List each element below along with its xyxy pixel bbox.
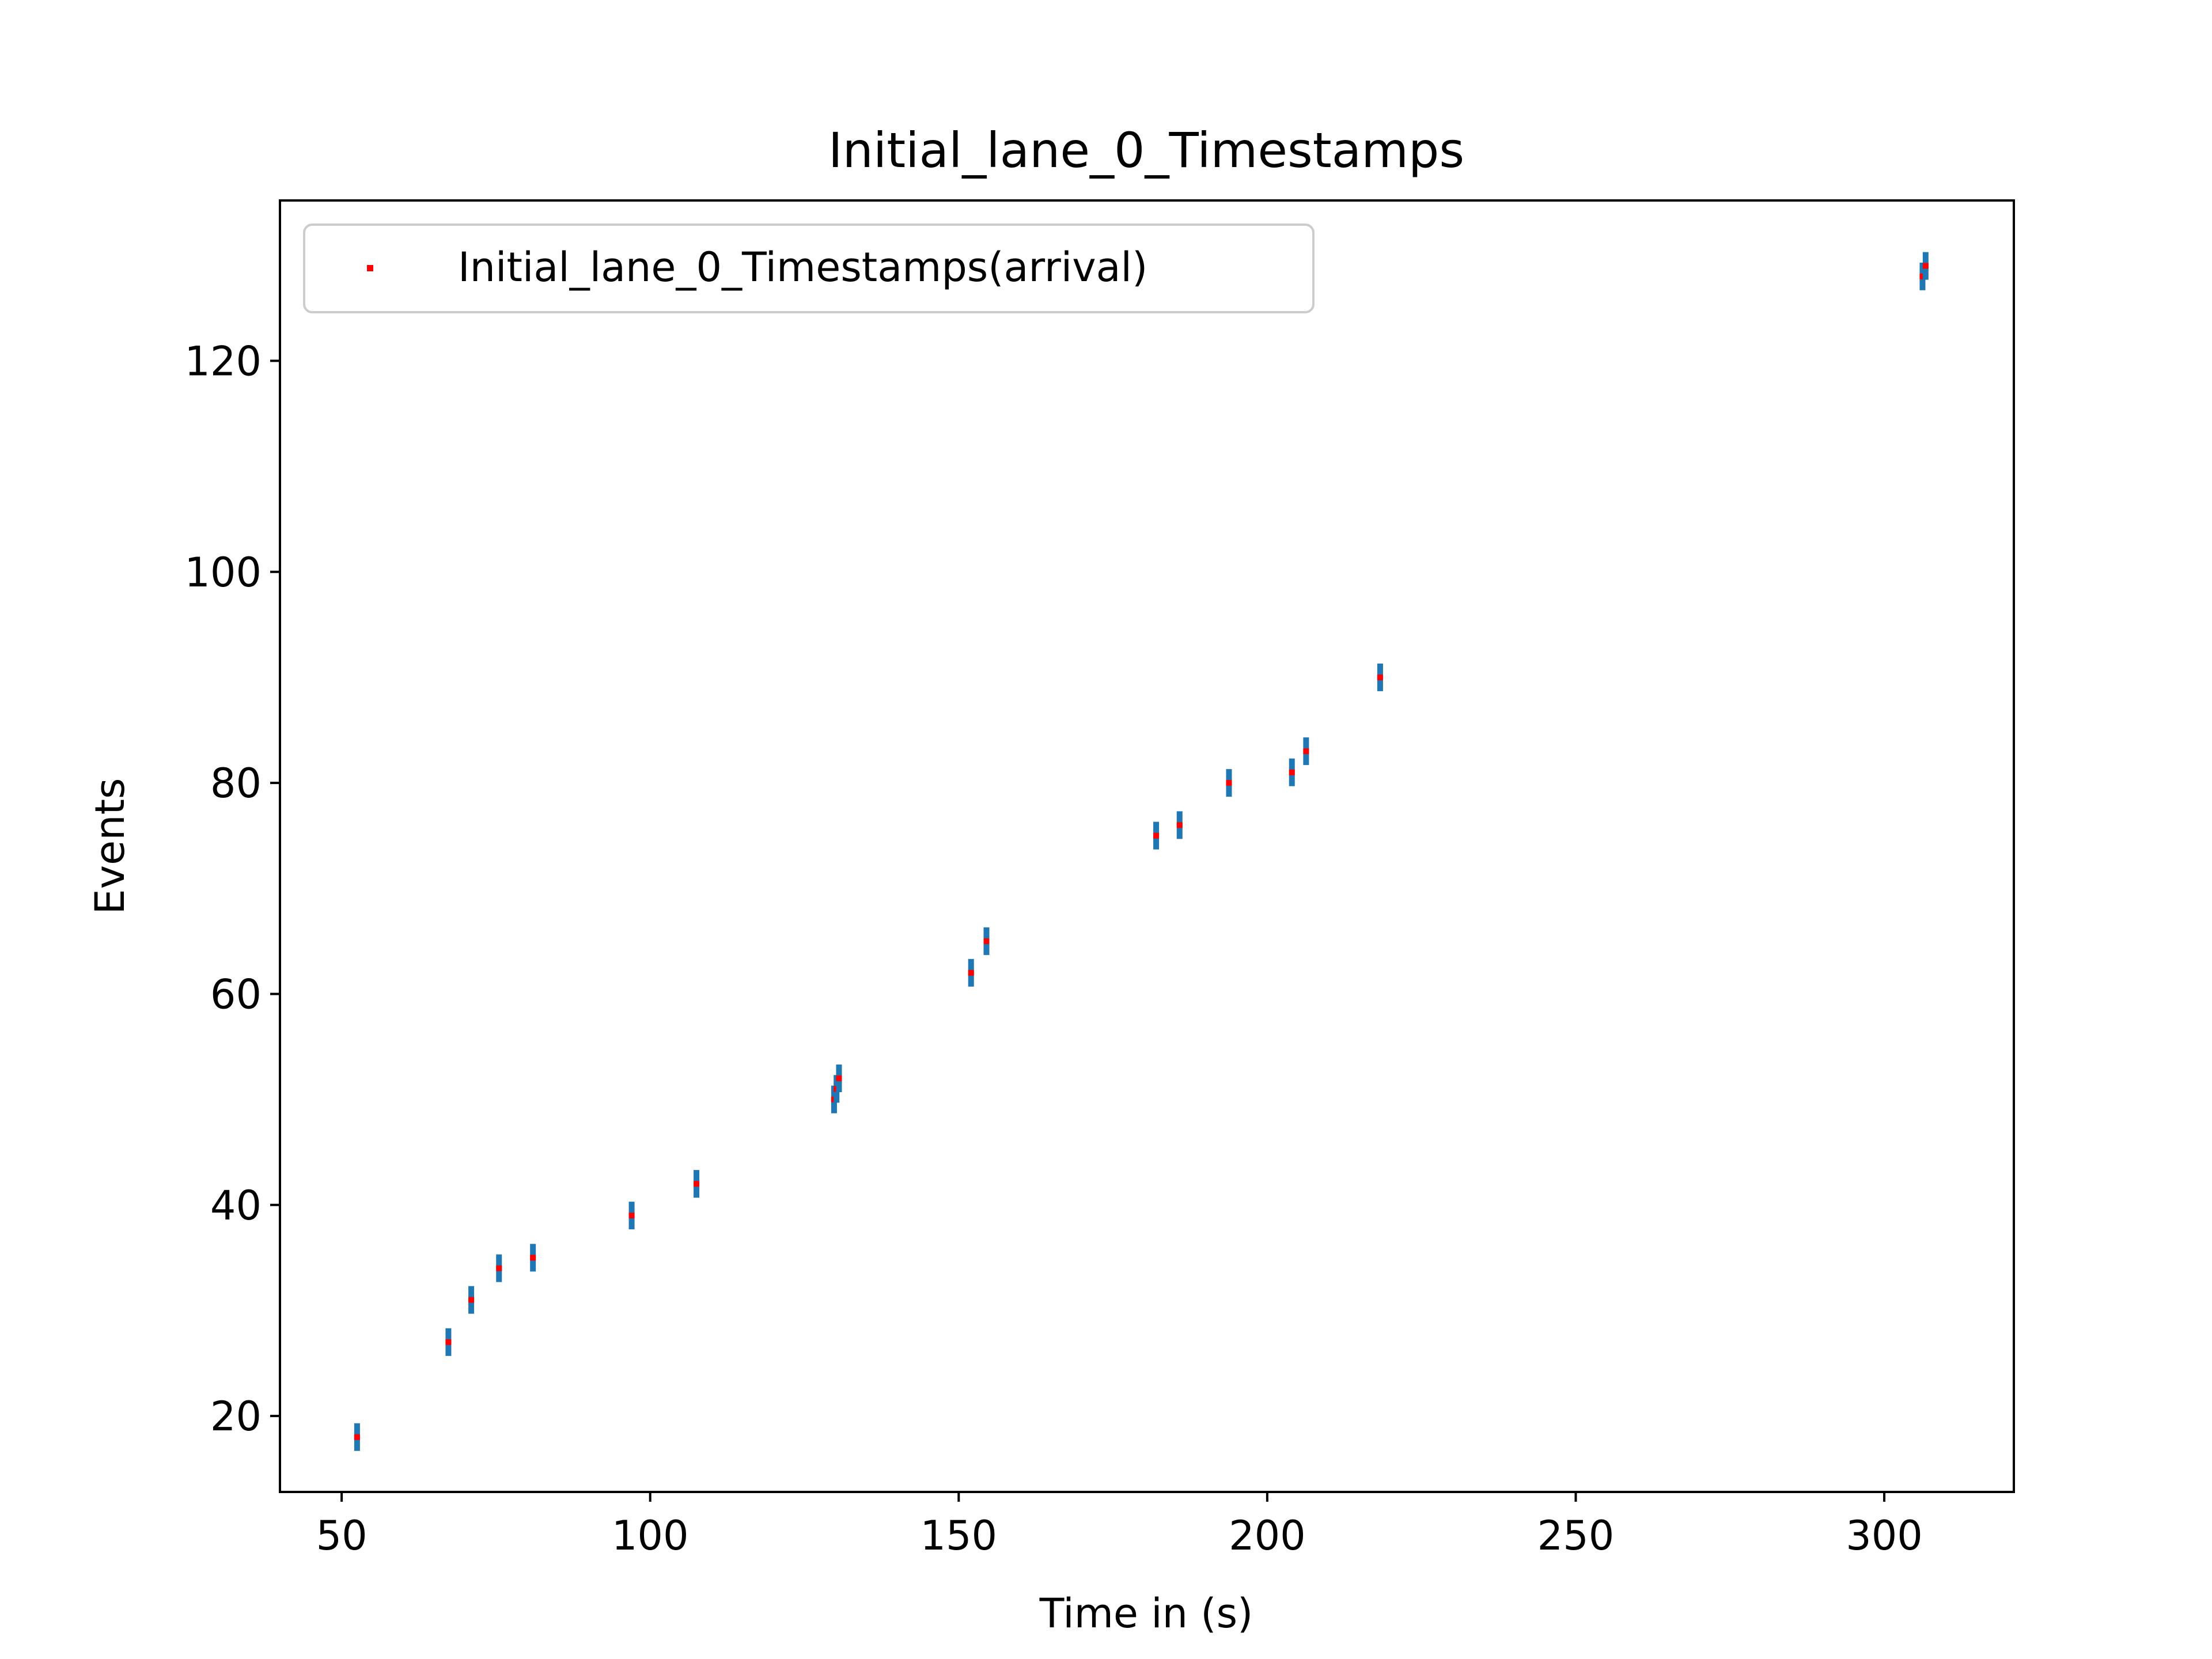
x-tick-label: 250: [1537, 1512, 1615, 1559]
data-point: [1377, 663, 1383, 691]
data-point-marker: [694, 1181, 700, 1187]
data-point: [836, 1064, 842, 1092]
y-tick-label: 40: [210, 1182, 262, 1229]
y-tick-label: 80: [210, 760, 262, 807]
data-point-marker: [1153, 832, 1160, 839]
data-point: [1922, 252, 1929, 280]
y-tick-label: 20: [210, 1393, 262, 1440]
data-point: [496, 1254, 502, 1282]
x-tick-label: 150: [920, 1512, 997, 1559]
data-point-marker: [1919, 273, 1926, 279]
y-axis-label: Events: [86, 778, 134, 914]
data-point-marker: [1226, 780, 1232, 786]
data-point: [1226, 769, 1232, 797]
data-point-marker: [1303, 748, 1309, 755]
axes-frame: [279, 199, 2015, 1493]
data-point-marker: [983, 938, 990, 944]
data-point-marker: [468, 1297, 475, 1303]
legend-label: Initial_lane_0_Timestamps(arrival): [458, 244, 1147, 291]
axis-ticks: 50 100 150 200 250 300 20 40 60 80 100 120: [184, 338, 1922, 1559]
x-tick-label: 200: [1229, 1512, 1306, 1559]
legend-marker: [367, 265, 373, 271]
data-point-marker: [1377, 674, 1383, 680]
x-tick-label: 50: [316, 1512, 368, 1559]
data-point-marker: [530, 1255, 536, 1261]
data-point: [1176, 811, 1183, 839]
chart-title: Initial_lane_0_Timestamps: [828, 122, 1464, 179]
data-point: [1919, 262, 1926, 290]
x-axis-label: Time in (s): [1039, 1590, 1253, 1637]
data-point: [694, 1170, 700, 1198]
data-point-marker: [1922, 263, 1929, 269]
data-point: [1303, 737, 1309, 766]
data-point: [1153, 821, 1160, 850]
data-point-marker: [496, 1265, 502, 1271]
data-point: [530, 1244, 536, 1272]
data-point-marker: [628, 1213, 635, 1219]
y-tick-label: 60: [210, 971, 262, 1018]
legend-box: [303, 224, 1315, 313]
data-point: [628, 1202, 635, 1230]
y-tick-label: 100: [184, 549, 262, 596]
y-tick-label: 120: [184, 338, 262, 385]
data-point: [468, 1286, 475, 1314]
data-point: [445, 1328, 452, 1356]
data-point-marker: [354, 1434, 360, 1440]
data-point-marker: [968, 969, 974, 976]
data-point: [983, 927, 990, 955]
data-point: [354, 1423, 360, 1451]
data-point: [1289, 758, 1295, 786]
data-points: [354, 252, 1929, 1451]
x-tick-label: 100: [612, 1512, 689, 1559]
x-tick-label: 300: [1846, 1512, 1923, 1559]
data-point-marker: [836, 1075, 842, 1081]
data-point: [968, 959, 974, 987]
data-point-marker: [1176, 822, 1183, 828]
data-point-marker: [445, 1339, 452, 1345]
legend: Initial_lane_0_Timestamps(arrival): [303, 224, 1315, 313]
data-point-marker: [1289, 769, 1295, 775]
